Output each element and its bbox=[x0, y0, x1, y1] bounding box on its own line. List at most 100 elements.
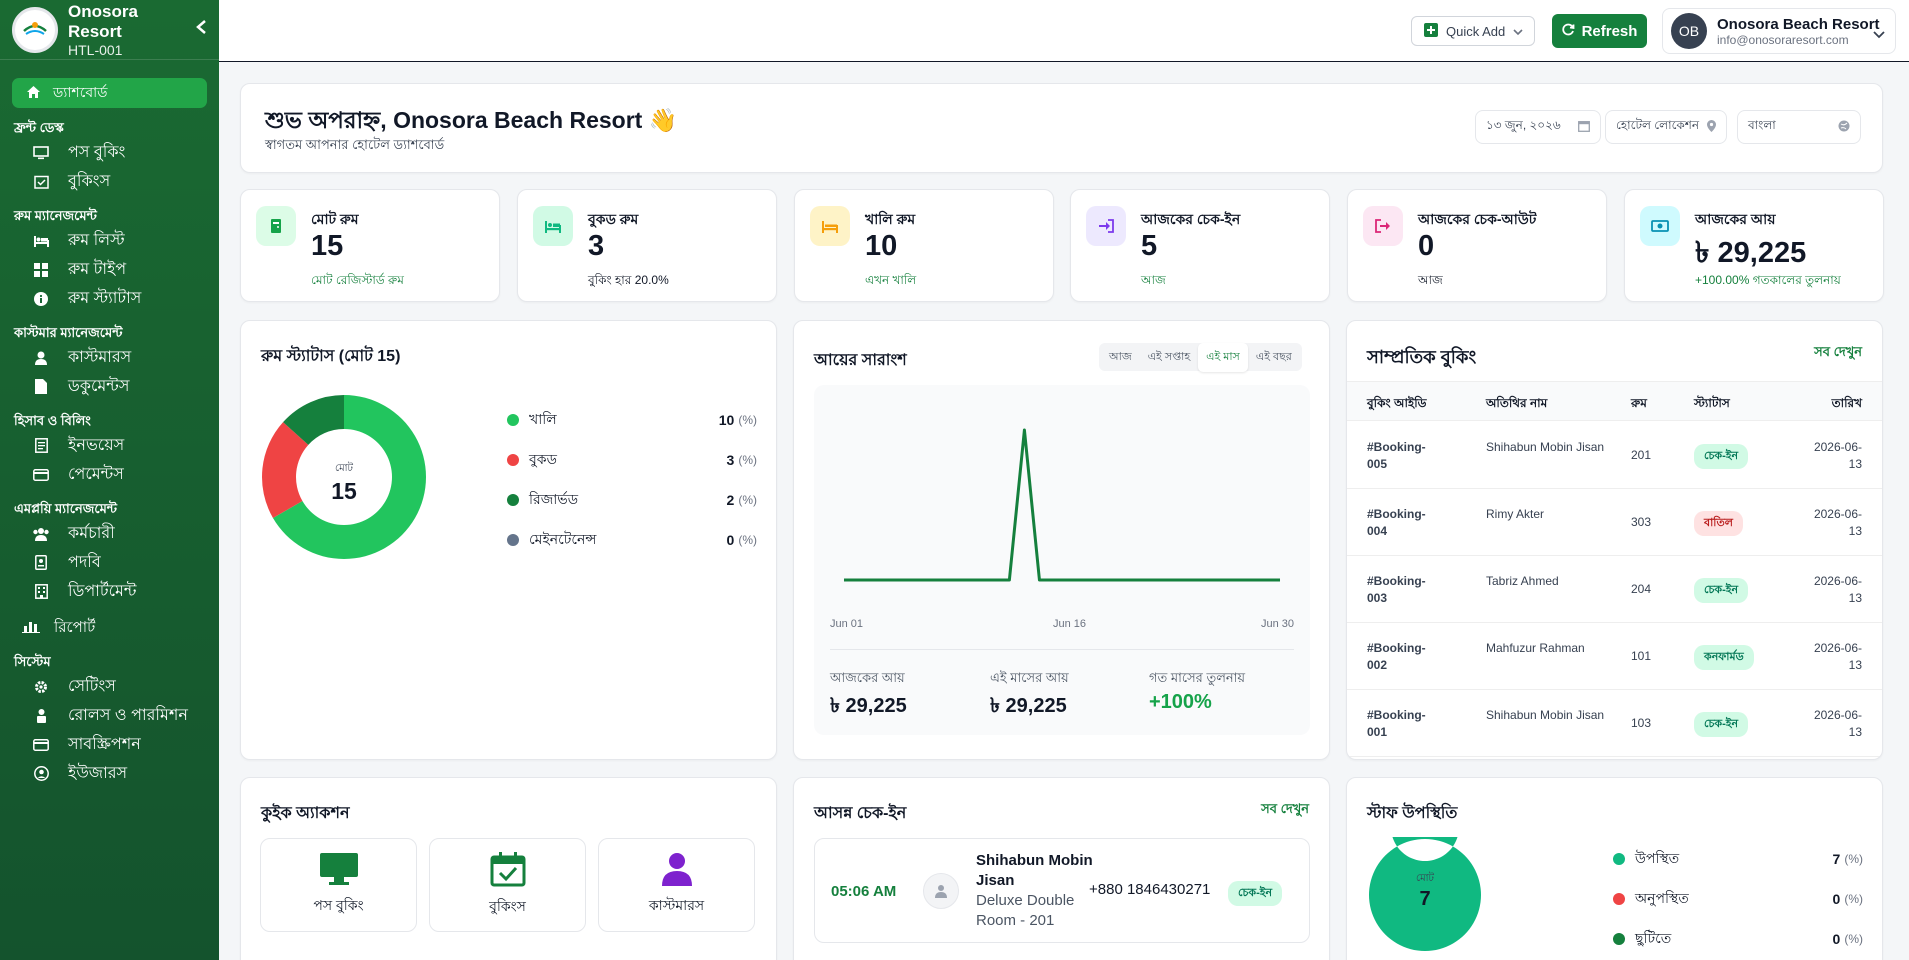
sidebar-item-label: সেটিংস bbox=[68, 678, 116, 695]
recent-bookings-title: সাম্প্রতিক বুকিং bbox=[1367, 347, 1477, 367]
checkin-phone: +880 1846430271 bbox=[1089, 881, 1211, 898]
language-select[interactable]: বাংলা bbox=[1737, 110, 1861, 144]
sidebar-item-room-list[interactable]: রুম লিস্ট bbox=[0, 226, 219, 255]
booking-id-line1: #Booking- bbox=[1367, 440, 1426, 454]
x-tick-label: Jun 01 bbox=[830, 618, 863, 630]
income-chart-area: Jun 01 Jun 16 Jun 30 আজকের আয় ৳ 29,225 এই… bbox=[814, 385, 1310, 735]
tab-this-year[interactable]: এই বছর bbox=[1255, 350, 1292, 363]
guest-name: Tabriz Ahmed bbox=[1486, 574, 1559, 588]
sidebar-item-bookings[interactable]: বুকিংস bbox=[0, 167, 219, 196]
quick-add-label: Quick Add bbox=[1446, 23, 1506, 39]
month-income-value: ৳ 29,225 bbox=[990, 695, 1067, 717]
view-all-checkins-link[interactable]: সব দেখুন bbox=[1261, 801, 1309, 816]
tab-this-week[interactable]: এই সপ্তাহ bbox=[1147, 350, 1191, 363]
donut-slice-রিজার্ভড bbox=[283, 395, 344, 445]
donut-center-value: 15 bbox=[331, 478, 357, 504]
sidebar-item-payments[interactable]: পেমেন্টস bbox=[0, 460, 219, 489]
date-picker[interactable]: ১৩ জুন, ২০২৬ bbox=[1475, 110, 1601, 144]
guest-name: Mahfuzur Rahman bbox=[1486, 641, 1585, 655]
stat-value: 10 bbox=[865, 230, 898, 262]
table-row[interactable]: #Booking- 005 Shihabun Mobin Jisan 201 চেক-ই… bbox=[1347, 422, 1882, 489]
user-icon bbox=[923, 873, 959, 909]
sidebar-item-designation[interactable]: পদবি bbox=[0, 548, 219, 577]
door-icon bbox=[256, 206, 296, 246]
quick-action-customers[interactable]: কাস্টমারস bbox=[598, 838, 755, 932]
today-income-label: আজকের আয় bbox=[830, 670, 905, 685]
credit-card-icon bbox=[32, 466, 50, 484]
sidebar-item-dashboard[interactable]: ড্যাশবোর্ড bbox=[12, 78, 207, 108]
chevron-left-icon[interactable] bbox=[195, 19, 207, 40]
table-row[interactable]: #Booking- 003 Tabriz Ahmed 204 চেক-ইন 2026-06… bbox=[1347, 556, 1882, 623]
income-summary-card: আয়ের সারাংশ আজ এই সপ্তাহ এই মাস এই বছর … bbox=[793, 320, 1330, 760]
booking-id-line2: 004 bbox=[1367, 524, 1388, 538]
sidebar-item-department[interactable]: ডিপার্টমেন্ট bbox=[0, 577, 219, 606]
room-status-donut bbox=[262, 395, 426, 559]
booking-date-line2: 13 bbox=[1848, 725, 1862, 739]
sidebar-item-room-status[interactable]: রুম স্ট্যাটাস bbox=[0, 284, 219, 313]
stat-subtext: আজ bbox=[1141, 273, 1166, 287]
checkin-item[interactable]: 05:06 AM Shihabun Mobin Jisan Deluxe Dou… bbox=[814, 838, 1310, 943]
sidebar-item-users[interactable]: ইউজারস bbox=[0, 759, 219, 788]
booking-date-line1: 2026-06- bbox=[1813, 507, 1862, 521]
checkin-guest-name: Shihabun Mobin Jisan bbox=[976, 851, 1093, 891]
income-series-line bbox=[844, 428, 1280, 582]
tab-today[interactable]: আজ bbox=[1109, 350, 1132, 363]
sidebar-item-settings[interactable]: সেটিংস bbox=[0, 672, 219, 701]
sidebar-item-label: রুম স্ট্যাটাস bbox=[68, 290, 142, 307]
bed-icon bbox=[32, 232, 50, 250]
legend-pct: (%) bbox=[738, 533, 757, 547]
brand: Onosora Resort HTL-001 bbox=[0, 0, 219, 60]
view-all-bookings-link[interactable]: সব দেখুন bbox=[1814, 344, 1862, 359]
quick-action-pos-booking[interactable]: পস বুকিং bbox=[260, 838, 417, 932]
sidebar-item-invoice[interactable]: ইনভয়েস bbox=[0, 431, 219, 460]
table-row[interactable]: #Booking- 002 Mahfuzur Rahman 101 কনফার্মড 20… bbox=[1347, 623, 1882, 690]
quick-action-bookings[interactable]: বুকিংস bbox=[429, 838, 586, 932]
col-room: রুম bbox=[1631, 396, 1647, 410]
legend-label: রিজার্ভড bbox=[529, 491, 579, 507]
quick-add-button[interactable]: Quick Add bbox=[1411, 16, 1535, 46]
legend-value: 7 bbox=[1832, 851, 1841, 867]
quick-actions-title: কুইক অ্যাকশন bbox=[261, 805, 350, 822]
x-tick-label: Jun 16 bbox=[1053, 618, 1086, 630]
sidebar-item-subscription[interactable]: সাবস্ক্রিপশন bbox=[0, 730, 219, 759]
sidebar-item-room-type[interactable]: রুম টাইপ bbox=[0, 255, 219, 284]
user-lock-icon bbox=[32, 707, 50, 725]
tab-this-month[interactable]: এই মাস bbox=[1198, 342, 1248, 372]
stat-card: আজকের চেক-ইন 5 আজ bbox=[1070, 189, 1330, 302]
sidebar-item-employees[interactable]: কর্মচারী bbox=[0, 519, 219, 548]
sidebar-item-report[interactable]: রিপোর্ট bbox=[0, 612, 219, 644]
profile-name: Onosora Beach Resort bbox=[1717, 15, 1880, 33]
stat-subtext: মোট রেজিস্টার্ড রুম bbox=[311, 273, 404, 287]
profile-menu[interactable]: OB Onosora Beach Resort info@onosorareso… bbox=[1662, 8, 1896, 54]
section-customer-management: কাস্টমার ম্যানেজমেন্ট bbox=[14, 325, 123, 340]
hotel-name: Onosora Resort bbox=[68, 1, 138, 41]
legend-pct: (%) bbox=[738, 413, 757, 427]
refresh-icon bbox=[1561, 23, 1575, 40]
sidebar-item-customers[interactable]: কাস্টমারস bbox=[0, 343, 219, 372]
section-system: সিস্টেম bbox=[14, 654, 51, 669]
gear-icon bbox=[32, 678, 50, 696]
sidebar-item-label: ইউজারস bbox=[68, 765, 128, 782]
sidebar-item-label: রুম লিস্ট bbox=[68, 232, 125, 249]
sidebar-item-pos-booking[interactable]: পস বুকিং bbox=[0, 138, 219, 167]
status-badge: বাতিল bbox=[1694, 511, 1743, 536]
booking-id: #Booking- 001 bbox=[1367, 707, 1426, 741]
status-badge: চেক-ইন bbox=[1694, 578, 1749, 603]
table-row[interactable]: #Booking- 004 Rimy Akter 303 বাতিল 2026-06- 13 bbox=[1347, 489, 1882, 556]
language-value: বাংলা bbox=[1748, 118, 1776, 132]
booking-date-line1: 2026-06- bbox=[1813, 641, 1862, 655]
refresh-button[interactable]: Refresh bbox=[1552, 14, 1647, 48]
table-row[interactable]: #Booking- 001 Shihabun Mobin Jisan 103 চেক-ই… bbox=[1347, 690, 1882, 757]
sidebar-item-documents[interactable]: ডকুমেন্টস bbox=[0, 372, 219, 401]
room-line2: Room - 201 bbox=[976, 912, 1055, 929]
sidebar-item-label: পেমেন্টস bbox=[68, 466, 124, 483]
map-pin-icon bbox=[1707, 119, 1716, 135]
location-select[interactable]: হোটেল লোকেশন bbox=[1605, 110, 1727, 144]
sidebar-item-roles-permissions[interactable]: রোলস ও পারমিশন bbox=[0, 701, 219, 730]
stat-value: ৳ 29,225 bbox=[1695, 237, 1807, 269]
stat-label: খালি রুম bbox=[865, 211, 916, 227]
legend-item: মেইনটেনেন্স 0 (%) bbox=[507, 528, 757, 552]
legend-item: অনুপস্থিত 0 (%) bbox=[1613, 887, 1863, 911]
booking-date-line1: 2026-06- bbox=[1813, 708, 1862, 722]
legend-label: বুকড bbox=[529, 451, 557, 467]
